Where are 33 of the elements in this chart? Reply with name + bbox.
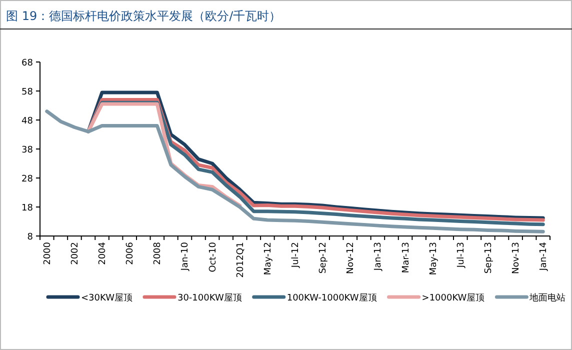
y-tick-label: 58	[22, 88, 34, 98]
legend-label: <30KW屋顶	[81, 292, 132, 304]
x-tick-label: Jan-14	[539, 242, 550, 272]
y-tick-label: 68	[22, 58, 34, 68]
x-tick-label: 2004	[98, 242, 108, 265]
x-tick-label: Sep-12	[318, 242, 329, 274]
x-tick-label: Jan-13	[374, 242, 384, 272]
y-tick-label: 38	[22, 146, 34, 156]
x-tick-label: Jul-12	[291, 242, 301, 269]
x-tick-label: May-12	[263, 242, 274, 276]
y-tick-label: 28	[22, 174, 34, 184]
legend-label: 地面电站	[528, 292, 566, 304]
x-tick-label: Nov-13	[512, 242, 522, 274]
x-tick-label: Nov-12	[346, 242, 356, 274]
legend-label: 100KW-1000KW屋顶	[286, 292, 377, 304]
y-tick-label: 48	[22, 116, 34, 126]
x-tick-label: 2000	[42, 242, 53, 265]
x-tick-label: Sep-13	[484, 242, 494, 274]
x-tick-label: Oct-10	[208, 242, 218, 272]
x-tick-label: May-13	[428, 242, 439, 276]
y-tick-label: 18	[22, 204, 34, 214]
x-tick-label: 2006	[126, 242, 136, 265]
x-tick-label: 2002	[70, 242, 80, 265]
x-tick-label: Jan-10	[180, 242, 191, 272]
line-series	[45, 110, 545, 234]
legend-label: >1000KW屋顶	[422, 292, 485, 304]
x-tick-label: Jul-13	[456, 242, 466, 269]
y-tick-label: 8	[27, 232, 34, 242]
x-tick-label: 2008	[153, 242, 164, 265]
chart-title: 图 19：德国标杆电价政策水平发展（欧分/千瓦时）	[6, 9, 282, 23]
x-tick-label: Mar-13	[401, 242, 412, 274]
x-tick-label: 2012Q1	[236, 242, 246, 278]
legend-label: 30-100KW屋顶	[177, 292, 242, 304]
